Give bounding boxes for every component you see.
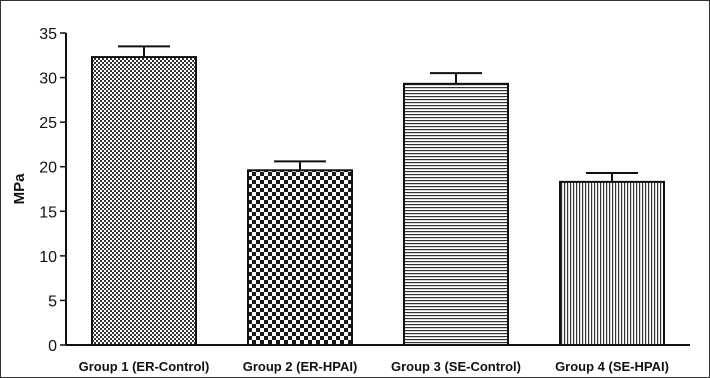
y-tick-label: 5 <box>48 293 57 310</box>
bar <box>247 169 353 346</box>
y-tick-label: 0 <box>48 338 57 355</box>
x-category-label: Group 3 (SE-Control) <box>391 359 521 374</box>
y-tick-label: 10 <box>39 249 57 266</box>
y-axis-label: MPa <box>11 173 28 205</box>
x-category-label: Group 2 (ER-HPAI) <box>243 359 358 374</box>
y-tick-label: 30 <box>39 71 57 88</box>
bar <box>403 82 509 346</box>
y-tick-label: 20 <box>39 160 57 177</box>
y-tick-label: 15 <box>39 204 57 221</box>
bar <box>559 180 665 346</box>
bar <box>91 56 197 346</box>
y-tick-label: 25 <box>39 115 57 132</box>
x-category-label: Group 4 (SE-HPAI) <box>555 359 669 374</box>
y-tick-label: 35 <box>39 26 57 43</box>
x-category-label: Group 1 (ER-Control) <box>79 359 210 374</box>
